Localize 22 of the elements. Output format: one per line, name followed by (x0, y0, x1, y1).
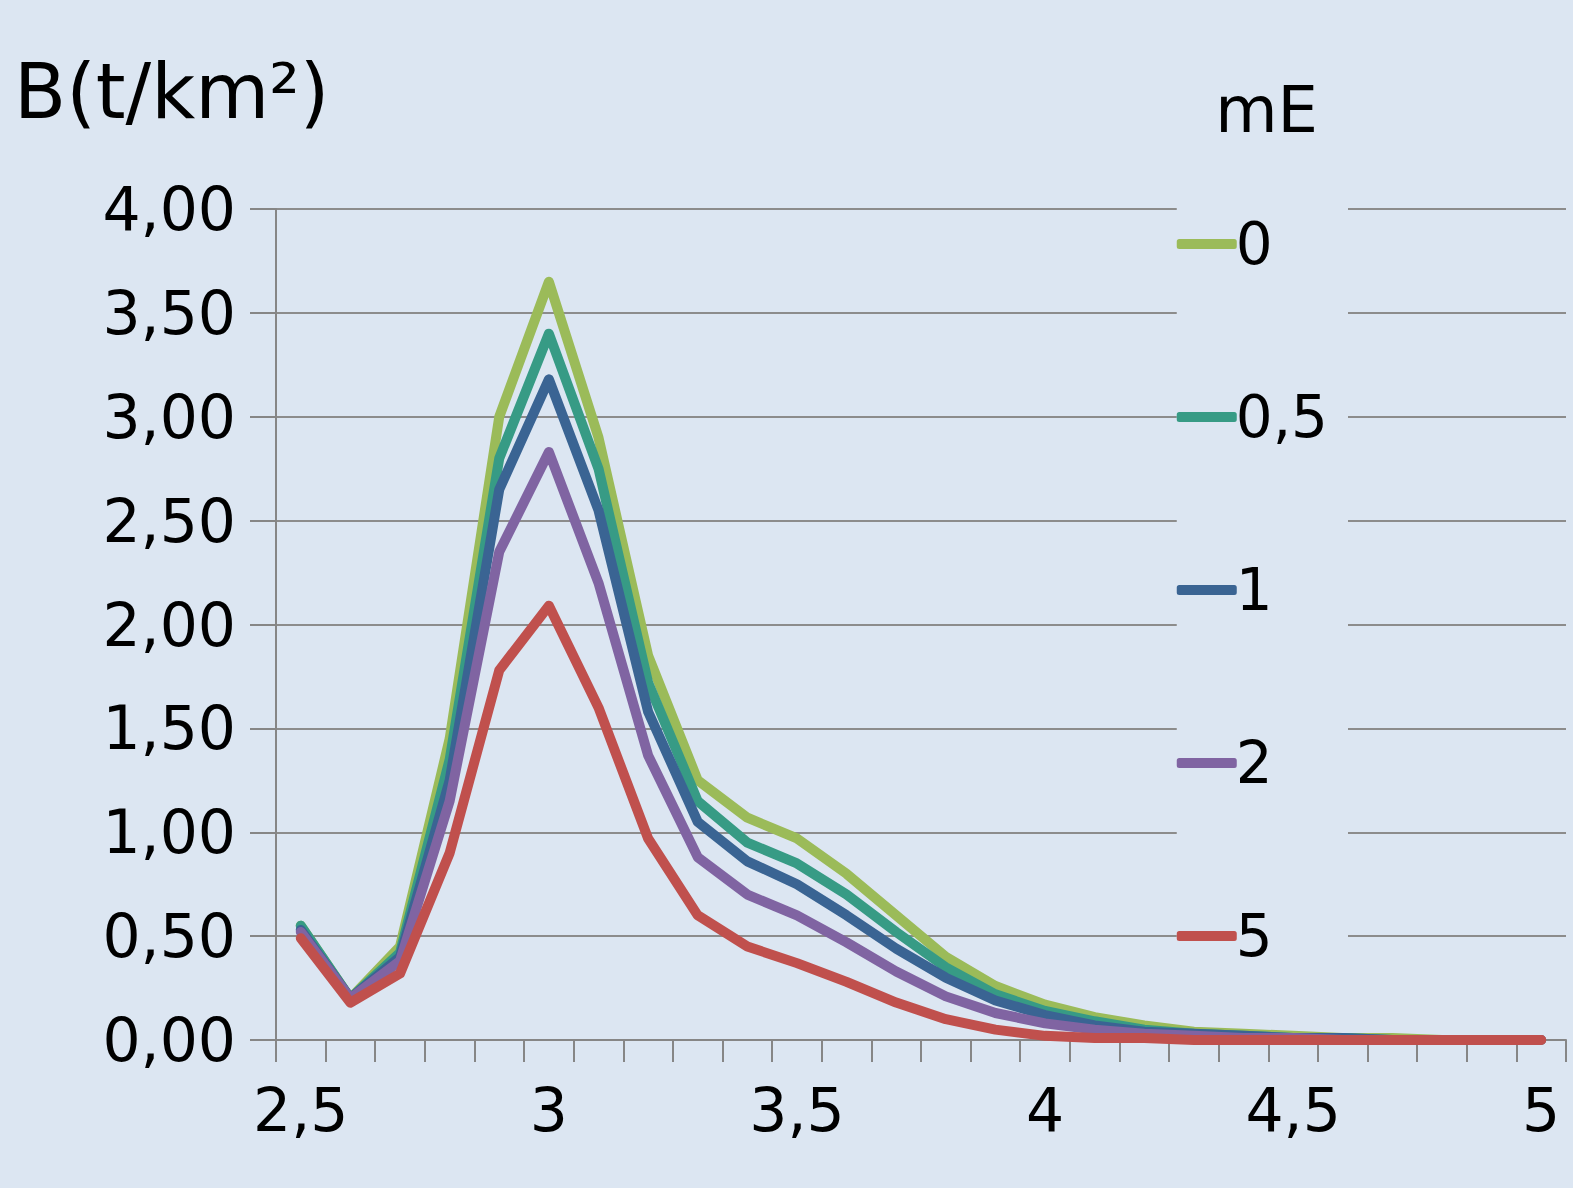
y-tick-label: 2,50 (102, 485, 236, 556)
y-tick-label: 2,00 (102, 589, 236, 660)
legend-label: 0 (1235, 210, 1273, 278)
legend-label: 1 (1235, 556, 1273, 624)
y-tick-label: 3,50 (102, 277, 236, 348)
y-tick-label: 4,00 (102, 174, 236, 244)
y-tick-label: 3,00 (102, 381, 236, 452)
x-tick-label: 4,5 (1245, 1075, 1341, 1145)
y-tick-label: 1,50 (102, 693, 236, 764)
x-tick-label: 2,5 (253, 1075, 349, 1145)
x-tick-label: 4 (1025, 1075, 1065, 1145)
y-tick-label: 1,00 (102, 797, 236, 868)
y-tick-label: 0,00 (102, 1005, 236, 1075)
x-tick-label: 3 (529, 1075, 568, 1145)
legend-title: mE (1215, 73, 1318, 147)
legend-label: 0,5 (1235, 383, 1329, 451)
x-tick-label: 5 (1522, 1075, 1561, 1145)
x-tick-label: 3,5 (749, 1075, 845, 1145)
y-tick-label: 0,50 (102, 901, 236, 972)
legend-label: 2 (1235, 729, 1273, 797)
y-axis-title: B(t/km²) (14, 46, 330, 136)
legend-label: 5 (1235, 902, 1273, 970)
